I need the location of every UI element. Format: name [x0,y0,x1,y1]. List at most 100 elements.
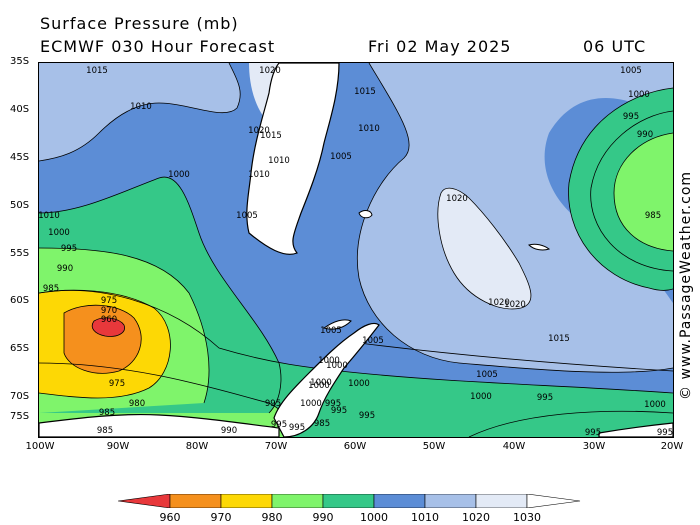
copyright-text: © www.PassageWeather.com [678,170,694,400]
south-georgia [528,243,551,251]
isobar-label: 995 [271,420,287,430]
isobar-label: 1005 [330,152,352,162]
lat-label: 40S [10,104,30,115]
isobar-label: 1015 [260,131,282,141]
isobar-label: 1020 [446,194,468,204]
isobar-label: 1000 [310,378,332,388]
legend-label: 1020 [462,511,490,524]
chart-title: Surface Pressure (mb) [40,14,239,33]
lat-label: 50S [10,200,30,211]
fill-1020-north [39,63,241,161]
isobar-label: 995 [61,244,77,254]
isobar [39,247,210,404]
isobar-label: 1020 [259,66,281,76]
isobar-label: 1005 [320,326,342,336]
isobar-label: 1020 [488,298,510,308]
isobar-label: 990 [221,426,237,436]
isobar [357,63,673,373]
legend-swatch-970 [169,494,222,508]
lon-label: 90W [106,441,130,452]
lon-label: 40W [502,441,526,452]
isobar-label: 1000 [644,400,666,410]
lon-label: 60W [343,441,367,452]
lon-label: 20W [660,441,684,452]
isobar-label: 995 [657,428,673,437]
color-legend [118,494,581,508]
isobar-label: 1010 [268,156,290,166]
isobar-label: 995 [537,393,553,403]
fill-1015-east [357,63,673,373]
legend-swatch-1030 [475,494,528,508]
legend-label: 970 [210,511,232,524]
isobar-label: 995 [289,423,305,433]
legend-swatch-1010 [373,494,426,508]
isobar-label: 1000 [470,392,492,402]
isobar-label: 1010 [358,124,380,134]
lat-label: 35S [10,56,30,67]
isobar [91,317,125,337]
isobar [63,304,142,374]
isobar [437,187,532,310]
fill-990-east-low [614,133,673,251]
legend-label: 1030 [513,511,541,524]
legend-swatch-max [526,494,581,508]
isobar-label: 1020 [248,126,270,136]
lat-label: 70S [10,391,30,402]
legend-swatch-990 [271,494,324,508]
legend-label: 980 [261,511,283,524]
isobar-label: 960 [101,315,117,325]
isobar-label: 1015 [86,66,108,76]
isobar-label: 990 [57,264,73,274]
lon-label: 80W [185,441,209,452]
isobar-label: 985 [645,211,661,221]
south-america-coast [246,63,340,255]
isobar-label: 980 [129,399,145,409]
legend-swatch-960 [118,494,171,508]
isobar-label: 975 [101,296,117,306]
isobar-label: 985 [43,284,59,294]
model-label: ECMWF 030 Hour Forecast [40,37,276,56]
pressure-map: 1015 1020 1010 1015 1010 1010 1020 1015 … [38,62,674,438]
isobar-label: 1000 [168,170,190,180]
lat-label: 55S [10,248,30,259]
lat-label: 65S [10,343,30,354]
antarctic-coast-east [598,422,673,437]
lat-label: 60S [10,295,30,306]
legend-swatch-1020 [424,494,477,508]
lon-label: 50W [422,441,446,452]
isobar-label: 990 [637,130,653,140]
isobar-label: 1005 [476,370,498,380]
lat-label: 75S [10,411,30,422]
isobar [590,110,673,272]
isobar-label: 1005 [362,336,384,346]
isobar-label: 1010 [39,211,60,221]
isobar [568,87,673,291]
fill-1020-east [437,188,531,309]
isobar-label: 1010 [248,170,270,180]
legend-label: 960 [159,511,181,524]
isobar-label: 995 [331,406,347,416]
isobar-label: 985 [314,419,330,429]
isobar-label: 1000 [318,356,340,366]
isobar-label: 995 [585,428,601,437]
antarctic-peninsula [273,322,380,437]
isobar-label: 1010 [130,102,152,112]
isobar-label: 995 [359,411,375,421]
legend-swatch-980 [220,494,273,508]
isobar-label: 995 [623,112,639,122]
isobar-label: 1005 [236,211,258,221]
forecast-date: Fri 02 May 2025 [368,37,512,56]
isobar-label: 970 [101,306,117,316]
isobar-label: 1000 [308,381,330,391]
legend-label: 990 [312,511,334,524]
antarctic-coast-west [39,413,280,437]
isobar-label: 1000 [300,399,322,409]
legend-swatch-1000 [322,494,375,508]
lon-label: 70W [264,441,288,452]
isobar [613,132,673,252]
legend-label: 1000 [360,511,388,524]
lon-label: 30W [582,441,606,452]
isobar [468,410,673,437]
isobar [39,289,171,399]
